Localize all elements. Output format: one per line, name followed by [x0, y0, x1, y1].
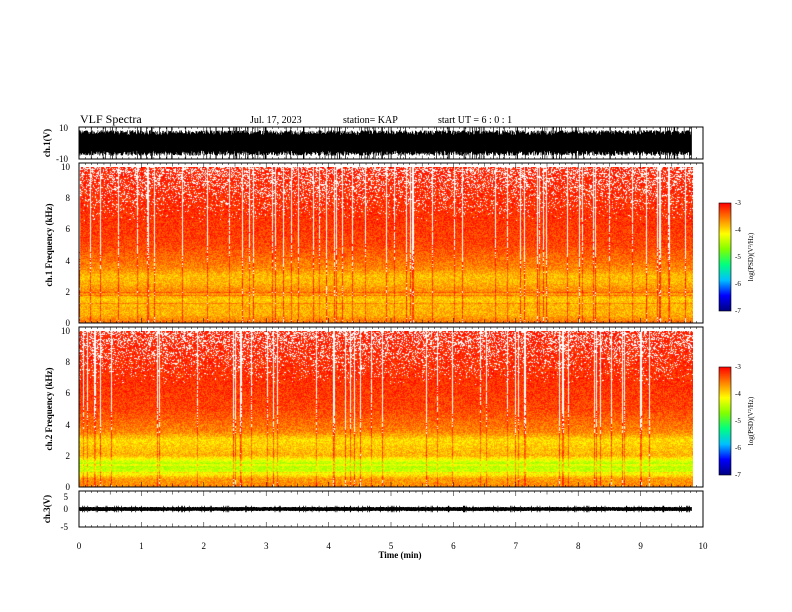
ch1-spectrogram-panel: 0 2 4 6 8 10 ch.1 Frequency (kHz) [44, 162, 704, 328]
ch2-cbar-tick-m3: -3 [735, 363, 741, 371]
ch2-spec-ytick-10: 10 [61, 326, 71, 336]
ch2-spec-ytick-4: 4 [66, 420, 71, 430]
ch1-waveform-ticks [78, 127, 704, 159]
ch1-ytick-top: 10 [59, 123, 69, 133]
time-axis-label: Time (min) [378, 550, 421, 560]
time-tick-1: 1 [139, 541, 144, 551]
figure-title: VLF Spectra [80, 112, 142, 126]
ch1-spectrogram-ylabel: ch.1 Frequency (kHz) [44, 203, 54, 286]
time-tick-2: 2 [202, 541, 207, 551]
ch2-spec-ytick-6: 6 [66, 388, 71, 398]
ch3-ytick-mid: 0 [64, 504, 69, 514]
ch3-waveform-ticks [78, 491, 704, 527]
time-tick-8: 8 [576, 541, 581, 551]
ch1-waveform-ylabel: ch.1(V) [42, 129, 52, 157]
ch2-spec-ytick-8: 8 [66, 357, 71, 367]
ch1-waveform-panel: 10 -10 ch.1(V) [42, 123, 704, 164]
ch1-spec-ytick-2: 2 [66, 287, 71, 297]
time-axis-tick-labels: 0 1 2 3 4 5 6 7 8 9 10 [77, 541, 708, 551]
ch1-spec-ytick-8: 8 [66, 193, 71, 203]
ch1-spec-ytick-0: 0 [66, 318, 71, 328]
ch1-cbar-tick-m7: -7 [735, 307, 741, 315]
ch1-cbar-tick-m6: -6 [735, 280, 741, 288]
ch2-cbar-tick-m4: -4 [735, 390, 741, 398]
ch1-cbar-tick-m3: -3 [735, 199, 741, 207]
time-tick-9: 9 [638, 541, 643, 551]
ch2-cbar-tick-m7: -7 [735, 471, 741, 479]
ch2-spec-ytick-0: 0 [66, 482, 71, 492]
ch2-colorbar-gradient [718, 366, 732, 476]
time-tick-5: 5 [389, 541, 394, 551]
ch1-spec-ytick-10: 10 [61, 162, 71, 172]
date-label: Jul. 17, 2023 [250, 115, 302, 126]
ch1-colorbar-label: log(PSD)(V²/Hz) [747, 232, 755, 281]
time-tick-4: 4 [326, 541, 331, 551]
ch1-colorbar: -3 -4 -5 -6 -7 log(PSD)(V²/Hz) [718, 199, 755, 315]
ch1-waveform-trace [78, 127, 692, 159]
time-tick-10: 10 [699, 541, 709, 551]
ch2-cbar-tick-m5: -5 [735, 417, 741, 425]
ch3-waveform-panel: 5 0 -5 ch.3(V) [42, 490, 704, 532]
ch2-colorbar: -3 -4 -5 -6 -7 log(PSD)(V²/Hz) [718, 363, 755, 479]
ch1-spec-ytick-6: 6 [66, 224, 71, 234]
ch1-ytick-bottom: -10 [56, 154, 68, 164]
start-time-label: start UT = 6 : 0 : 1 [438, 115, 512, 126]
time-tick-0: 0 [77, 541, 82, 551]
ch3-ytick-top: 5 [64, 492, 69, 502]
ch2-spectrogram-panel: 0 2 4 6 8 10 ch.2 Frequency (kHz) [44, 326, 704, 492]
ch2-spectrogram-ylabel: ch.2 Frequency (kHz) [44, 367, 54, 450]
ch1-cbar-tick-m4: -4 [735, 226, 741, 234]
ch1-spec-ytick-4: 4 [66, 256, 71, 266]
ch3-waveform-ylabel: ch.3(V) [42, 495, 52, 523]
ch1-colorbar-gradient [718, 202, 732, 312]
time-tick-7: 7 [514, 541, 519, 551]
ch2-cbar-tick-m6: -6 [735, 444, 741, 452]
ch3-waveform-trace [78, 505, 692, 513]
ch2-spec-ytick-2: 2 [66, 451, 71, 461]
time-tick-3: 3 [264, 541, 269, 551]
ch2-spectrogram-image [79, 331, 693, 487]
ch1-spectrogram-image [79, 167, 693, 323]
ch2-colorbar-label: log(PSD)(V²/Hz) [747, 396, 755, 445]
time-tick-6: 6 [451, 541, 456, 551]
station-label: station= KAP [343, 115, 398, 126]
ch1-spectrogram-ticks [78, 163, 704, 323]
ch1-cbar-tick-m5: -5 [735, 253, 741, 261]
ch2-spectrogram-ticks [78, 327, 704, 487]
ch3-ytick-bottom: -5 [61, 522, 69, 532]
